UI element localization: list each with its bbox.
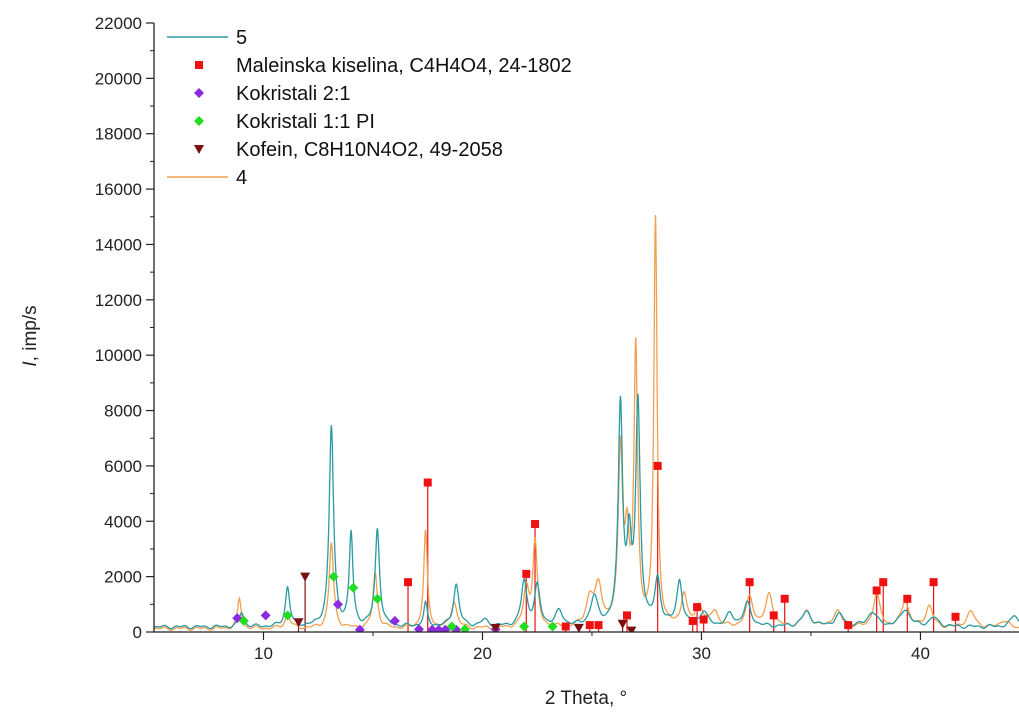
marker-s2-12 (745, 578, 754, 587)
series-line-4 (154, 215, 1019, 632)
y-tick-label-0: 0 (133, 623, 142, 642)
marker-s2-4 (561, 622, 570, 631)
marker-s2-3 (531, 520, 540, 529)
marker-s2-6 (594, 621, 603, 630)
plot-series (154, 215, 1019, 632)
marker-s2-18 (903, 594, 912, 603)
x-tick-label-20: 20 (473, 644, 492, 663)
legend-label-1: 4 (236, 167, 247, 189)
y-tick-label-20000: 20000 (95, 69, 142, 88)
y-axis-title-symbol: I (20, 361, 41, 367)
y-tick-label-16000: 16000 (95, 180, 142, 199)
y-tick-label-22000: 22000 (95, 14, 142, 33)
marker-s5-3 (573, 623, 584, 632)
marker-s3-4 (389, 615, 400, 626)
marker-s2-17 (879, 578, 888, 587)
y-axis-title: I, imp/s (20, 305, 41, 366)
y-tick-label-18000: 18000 (95, 125, 142, 144)
marker-s2-10 (693, 603, 702, 612)
legend-swatch-4 (194, 116, 204, 126)
marker-s3-2 (332, 599, 343, 610)
x-tick-label-10: 10 (254, 644, 273, 663)
marker-s2-0 (404, 578, 413, 587)
marker-s4-2 (328, 571, 339, 582)
legend-label-0: 5 (236, 27, 247, 49)
marker-s2-7 (623, 611, 632, 620)
ticks: 0 2000 4000 6000 8000 10000 12000 14000 16000 180… (95, 14, 930, 663)
y-tick-label-10000: 10000 (95, 346, 142, 365)
marker-s2-11 (699, 615, 708, 624)
y-tick-label-4000: 4000 (104, 512, 142, 531)
legend-label-2: Maleinska kiselina, C4H4O4, 24-1802 (236, 55, 572, 77)
y-tick-label-6000: 6000 (104, 457, 142, 476)
marker-s4-3 (348, 582, 359, 593)
marker-s2-9 (688, 616, 697, 625)
marker-s4-6 (459, 624, 470, 632)
marker-s2-8 (653, 461, 662, 470)
series-line-5 (154, 393, 1019, 630)
marker-s5-5 (626, 626, 637, 632)
x-tick-label-40: 40 (911, 644, 930, 663)
legend-swatch-2 (195, 61, 203, 69)
marker-s4-5 (446, 621, 457, 632)
marker-s2-16 (872, 586, 881, 595)
marker-s3-5 (413, 624, 424, 632)
x-axis-title: 2 Theta, ° (545, 688, 627, 709)
marker-s2-20 (951, 612, 960, 621)
legend-label-5: Kofein, C8H10N4O2, 49-2058 (236, 139, 503, 161)
marker-s5-0 (293, 618, 304, 628)
y-axis-title-unit: , imp/s (20, 305, 41, 361)
marker-s5-2 (490, 623, 501, 632)
x-tick-label-30: 30 (692, 644, 711, 663)
legend-label-3: Kokristali 2:1 (236, 83, 351, 105)
marker-s2-5 (585, 621, 594, 630)
marker-s2-19 (929, 578, 938, 587)
marker-s2-15 (844, 621, 853, 630)
marker-s3-1 (260, 610, 271, 621)
legend-swatch-3 (194, 88, 204, 98)
y-tick-label-12000: 12000 (95, 291, 142, 310)
marker-s4-1 (282, 610, 293, 621)
marker-s4-0 (238, 615, 249, 626)
marker-s3-3 (354, 624, 365, 632)
y-tick-label-14000: 14000 (95, 235, 142, 254)
marker-s4-7 (519, 621, 530, 632)
marker-s2-1 (423, 478, 432, 487)
marker-s4-4 (372, 593, 383, 604)
marker-s2-14 (780, 594, 789, 603)
marker-s3-9 (451, 624, 462, 632)
legend-swatch-5 (194, 145, 204, 154)
marker-s4-8 (547, 621, 558, 632)
legend-label-4: Kokristali 1:1 PI (236, 111, 375, 133)
legend: 5 Maleinska kiselina, C4H4O4, 24-1802 Kokr… (167, 27, 572, 189)
marker-s5-1 (300, 572, 311, 582)
marker-s2-2 (522, 569, 531, 578)
y-tick-label-2000: 2000 (104, 568, 142, 587)
y-tick-label-8000: 8000 (104, 402, 142, 421)
marker-s3-8 (440, 624, 451, 632)
marker-s5-4 (617, 619, 628, 629)
marker-s2-13 (769, 611, 778, 620)
